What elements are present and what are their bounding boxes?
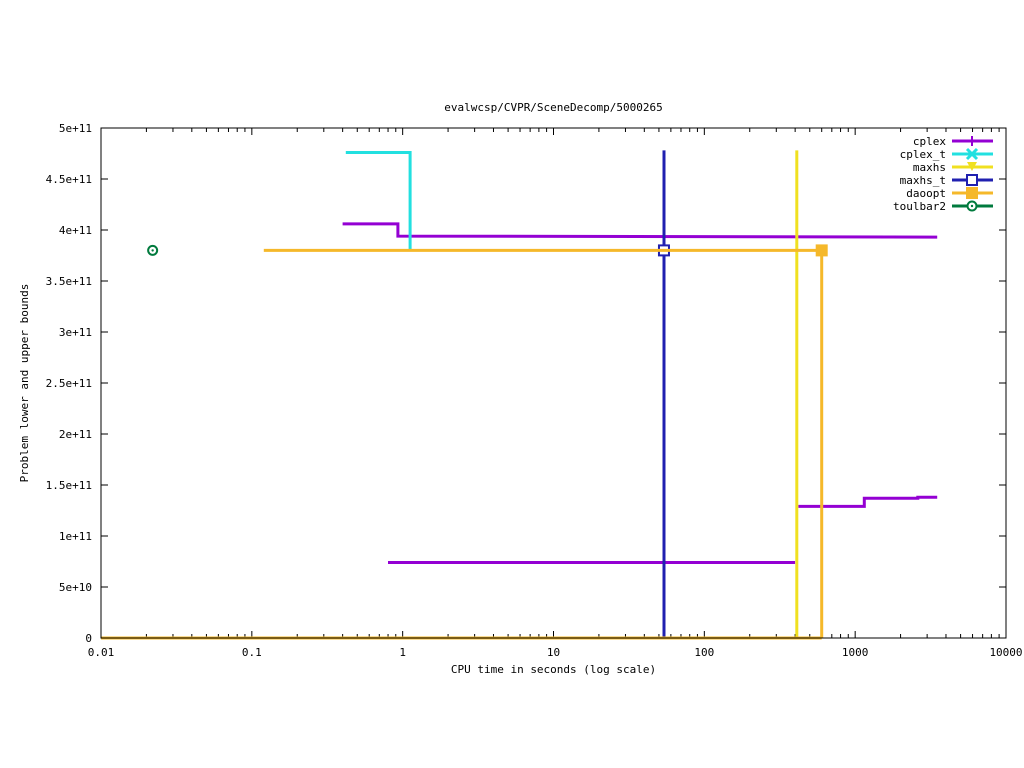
y-tick-label: 1e+11 bbox=[59, 530, 92, 543]
series-toulbar2 bbox=[147, 244, 159, 256]
chart-title: evalwcsp/CVPR/SceneDecomp/5000265 bbox=[444, 101, 663, 114]
series-daoopt bbox=[101, 244, 828, 640]
cplex-line bbox=[342, 222, 938, 239]
y-tick-label: 5e+10 bbox=[59, 581, 92, 594]
y-tick-label: 4.5e+11 bbox=[46, 173, 92, 186]
cplex_t-line bbox=[345, 151, 412, 251]
y-tick-label: 3.5e+11 bbox=[46, 275, 92, 288]
x-tick-label: 10000 bbox=[989, 646, 1022, 659]
series-maxhs_t bbox=[657, 150, 670, 638]
legend-label-maxhs_t: maxhs_t bbox=[900, 174, 946, 187]
y-tick-label: 5e+11 bbox=[59, 122, 92, 135]
legend-marker-cplex_t-part bbox=[965, 147, 979, 161]
legend-marker-daoopt bbox=[966, 187, 978, 199]
legend-marker-cplex_t bbox=[965, 147, 979, 161]
x-tick-label: 1 bbox=[399, 646, 406, 659]
y-tick-label: 4e+11 bbox=[59, 224, 92, 237]
plot-area bbox=[101, 150, 938, 640]
y-tick-label: 1.5e+11 bbox=[46, 479, 92, 492]
legend-marker-maxhs_t bbox=[966, 174, 978, 186]
legend-label-cplex: cplex bbox=[913, 135, 946, 148]
legend-marker-daoopt-part bbox=[966, 187, 978, 199]
legend-marker-maxhs-part bbox=[967, 162, 977, 171]
legend-label-daoopt: daoopt bbox=[906, 187, 946, 200]
x-tick-label: 0.1 bbox=[242, 646, 262, 659]
legend-label-maxhs: maxhs bbox=[913, 161, 946, 174]
legend-marker-toulbar2 bbox=[966, 200, 978, 212]
legend-label-cplex_t: cplex_t bbox=[900, 148, 946, 161]
plot-frame bbox=[100, 127, 1007, 639]
y-tick-label: 2e+11 bbox=[59, 428, 92, 441]
toulbar2-point bbox=[147, 244, 159, 256]
x-tick-label: 10 bbox=[547, 646, 560, 659]
cplex-line bbox=[798, 495, 938, 508]
legend-marker-toulbar2-part bbox=[970, 204, 974, 208]
axis-ticks: 0.01 0.1 1 10 100 1000 10000 0 5e+10 1e+11 1.5e+11… bbox=[46, 122, 1023, 659]
y-tick-label: 2.5e+11 bbox=[46, 377, 92, 390]
y-axis-label: Problem lower and upper bounds bbox=[18, 284, 31, 483]
y-tick-label: 3e+11 bbox=[59, 326, 92, 339]
toulbar2-point-part bbox=[151, 249, 154, 252]
x-tick-label: 1000 bbox=[842, 646, 869, 659]
x-axis-label: CPU time in seconds (log scale) bbox=[451, 663, 656, 676]
series-cplex_t bbox=[345, 151, 412, 251]
legend-marker-maxhs_t-part bbox=[966, 174, 978, 186]
x-tick-label: 0.01 bbox=[88, 646, 115, 659]
series-cplex bbox=[342, 222, 938, 564]
x-tick-label: 100 bbox=[694, 646, 714, 659]
legend-label-toulbar2: toulbar2 bbox=[893, 200, 946, 213]
legend-marker-maxhs bbox=[967, 162, 977, 171]
legend-marker-cplex bbox=[967, 136, 977, 146]
daoopt-point-part bbox=[815, 244, 828, 257]
daoopt-point bbox=[815, 244, 828, 257]
y-tick-label: 0 bbox=[85, 632, 92, 645]
